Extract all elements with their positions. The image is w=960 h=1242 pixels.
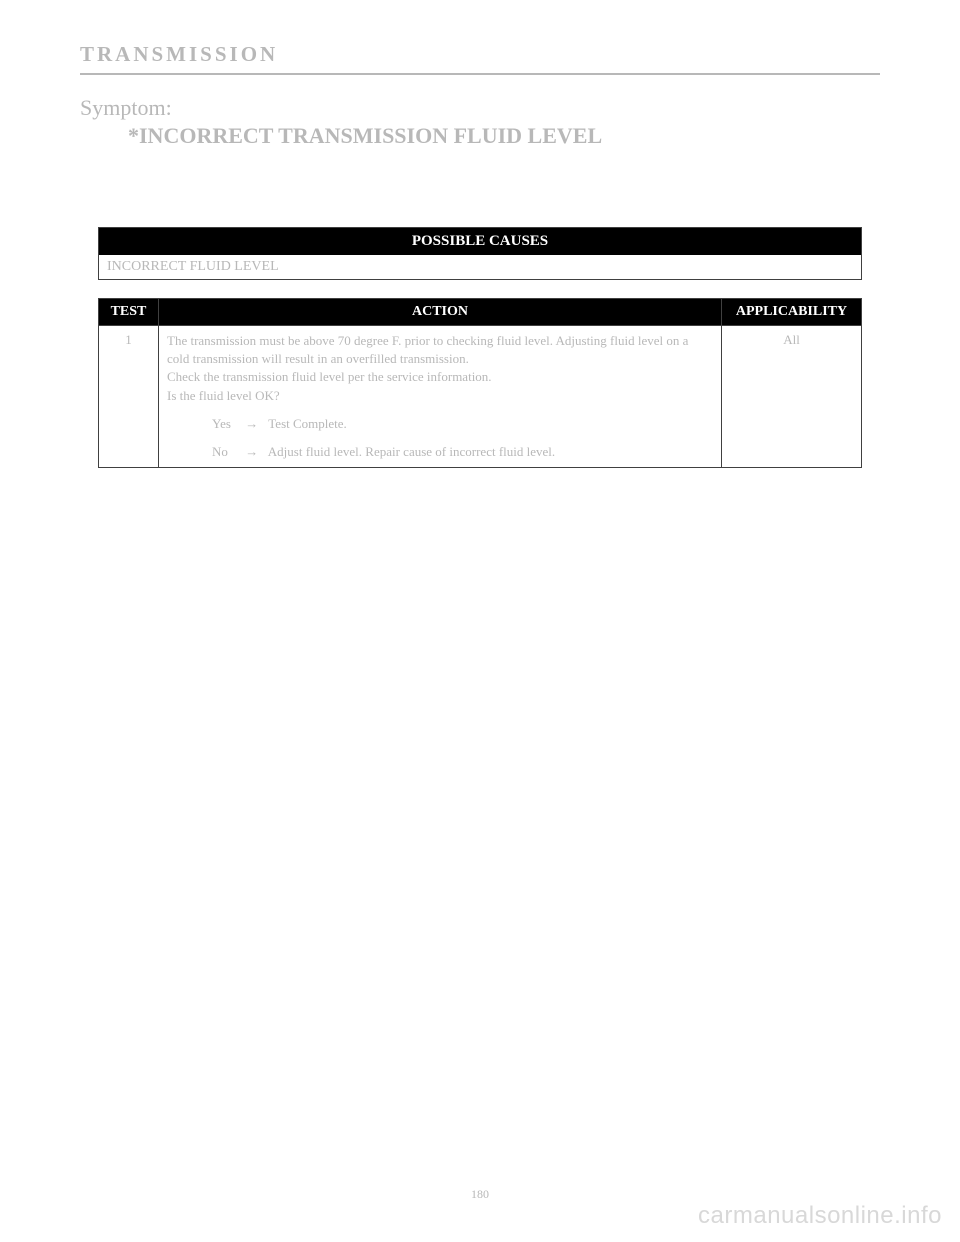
symptom-label: Symptom: <box>80 95 602 121</box>
arrow-icon: → <box>245 415 265 433</box>
table-row: 1 The transmission must be above 70 degr… <box>99 326 862 468</box>
action-cell: The transmission must be above 70 degree… <box>159 326 722 468</box>
action-intro: The transmission must be above 70 degree… <box>167 332 713 368</box>
page-header: TRANSMISSION <box>80 42 880 75</box>
col-header-applicability: APPLICABILITY <box>722 299 862 326</box>
col-header-test: TEST <box>99 299 159 326</box>
action-question: Is the fluid level OK? <box>167 387 713 405</box>
symptom-title: *INCORRECT TRANSMISSION FLUID LEVEL <box>128 123 602 149</box>
section-name: TRANSMISSION <box>80 42 880 71</box>
page-number: 180 <box>0 1187 960 1202</box>
causes-row: INCORRECT FLUID LEVEL <box>99 255 861 279</box>
arrow-icon: → <box>245 443 265 461</box>
applicability-cell: All <box>722 326 862 468</box>
no-text: Adjust fluid level. Repair cause of inco… <box>268 444 555 459</box>
test-number: 1 <box>99 326 159 468</box>
causes-header: POSSIBLE CAUSES <box>99 228 861 255</box>
possible-causes-table: POSSIBLE CAUSES INCORRECT FLUID LEVEL <box>98 227 862 280</box>
col-header-action: ACTION <box>159 299 722 326</box>
yes-label: Yes <box>212 415 242 433</box>
answer-yes-line: Yes → Test Complete. <box>167 415 713 433</box>
yes-text: Test Complete. <box>268 416 347 431</box>
action-table: TEST ACTION APPLICABILITY 1 The transmis… <box>98 298 862 468</box>
symptom-block: Symptom: *INCORRECT TRANSMISSION FLUID L… <box>80 95 602 149</box>
action-table-header-row: TEST ACTION APPLICABILITY <box>99 299 862 326</box>
no-label: No <box>212 443 242 461</box>
action-check: Check the transmission fluid level per t… <box>167 368 713 386</box>
answer-no-line: No → Adjust fluid level. Repair cause of… <box>167 443 713 461</box>
header-underline <box>80 73 880 75</box>
watermark: carmanualsonline.info <box>698 1202 942 1230</box>
